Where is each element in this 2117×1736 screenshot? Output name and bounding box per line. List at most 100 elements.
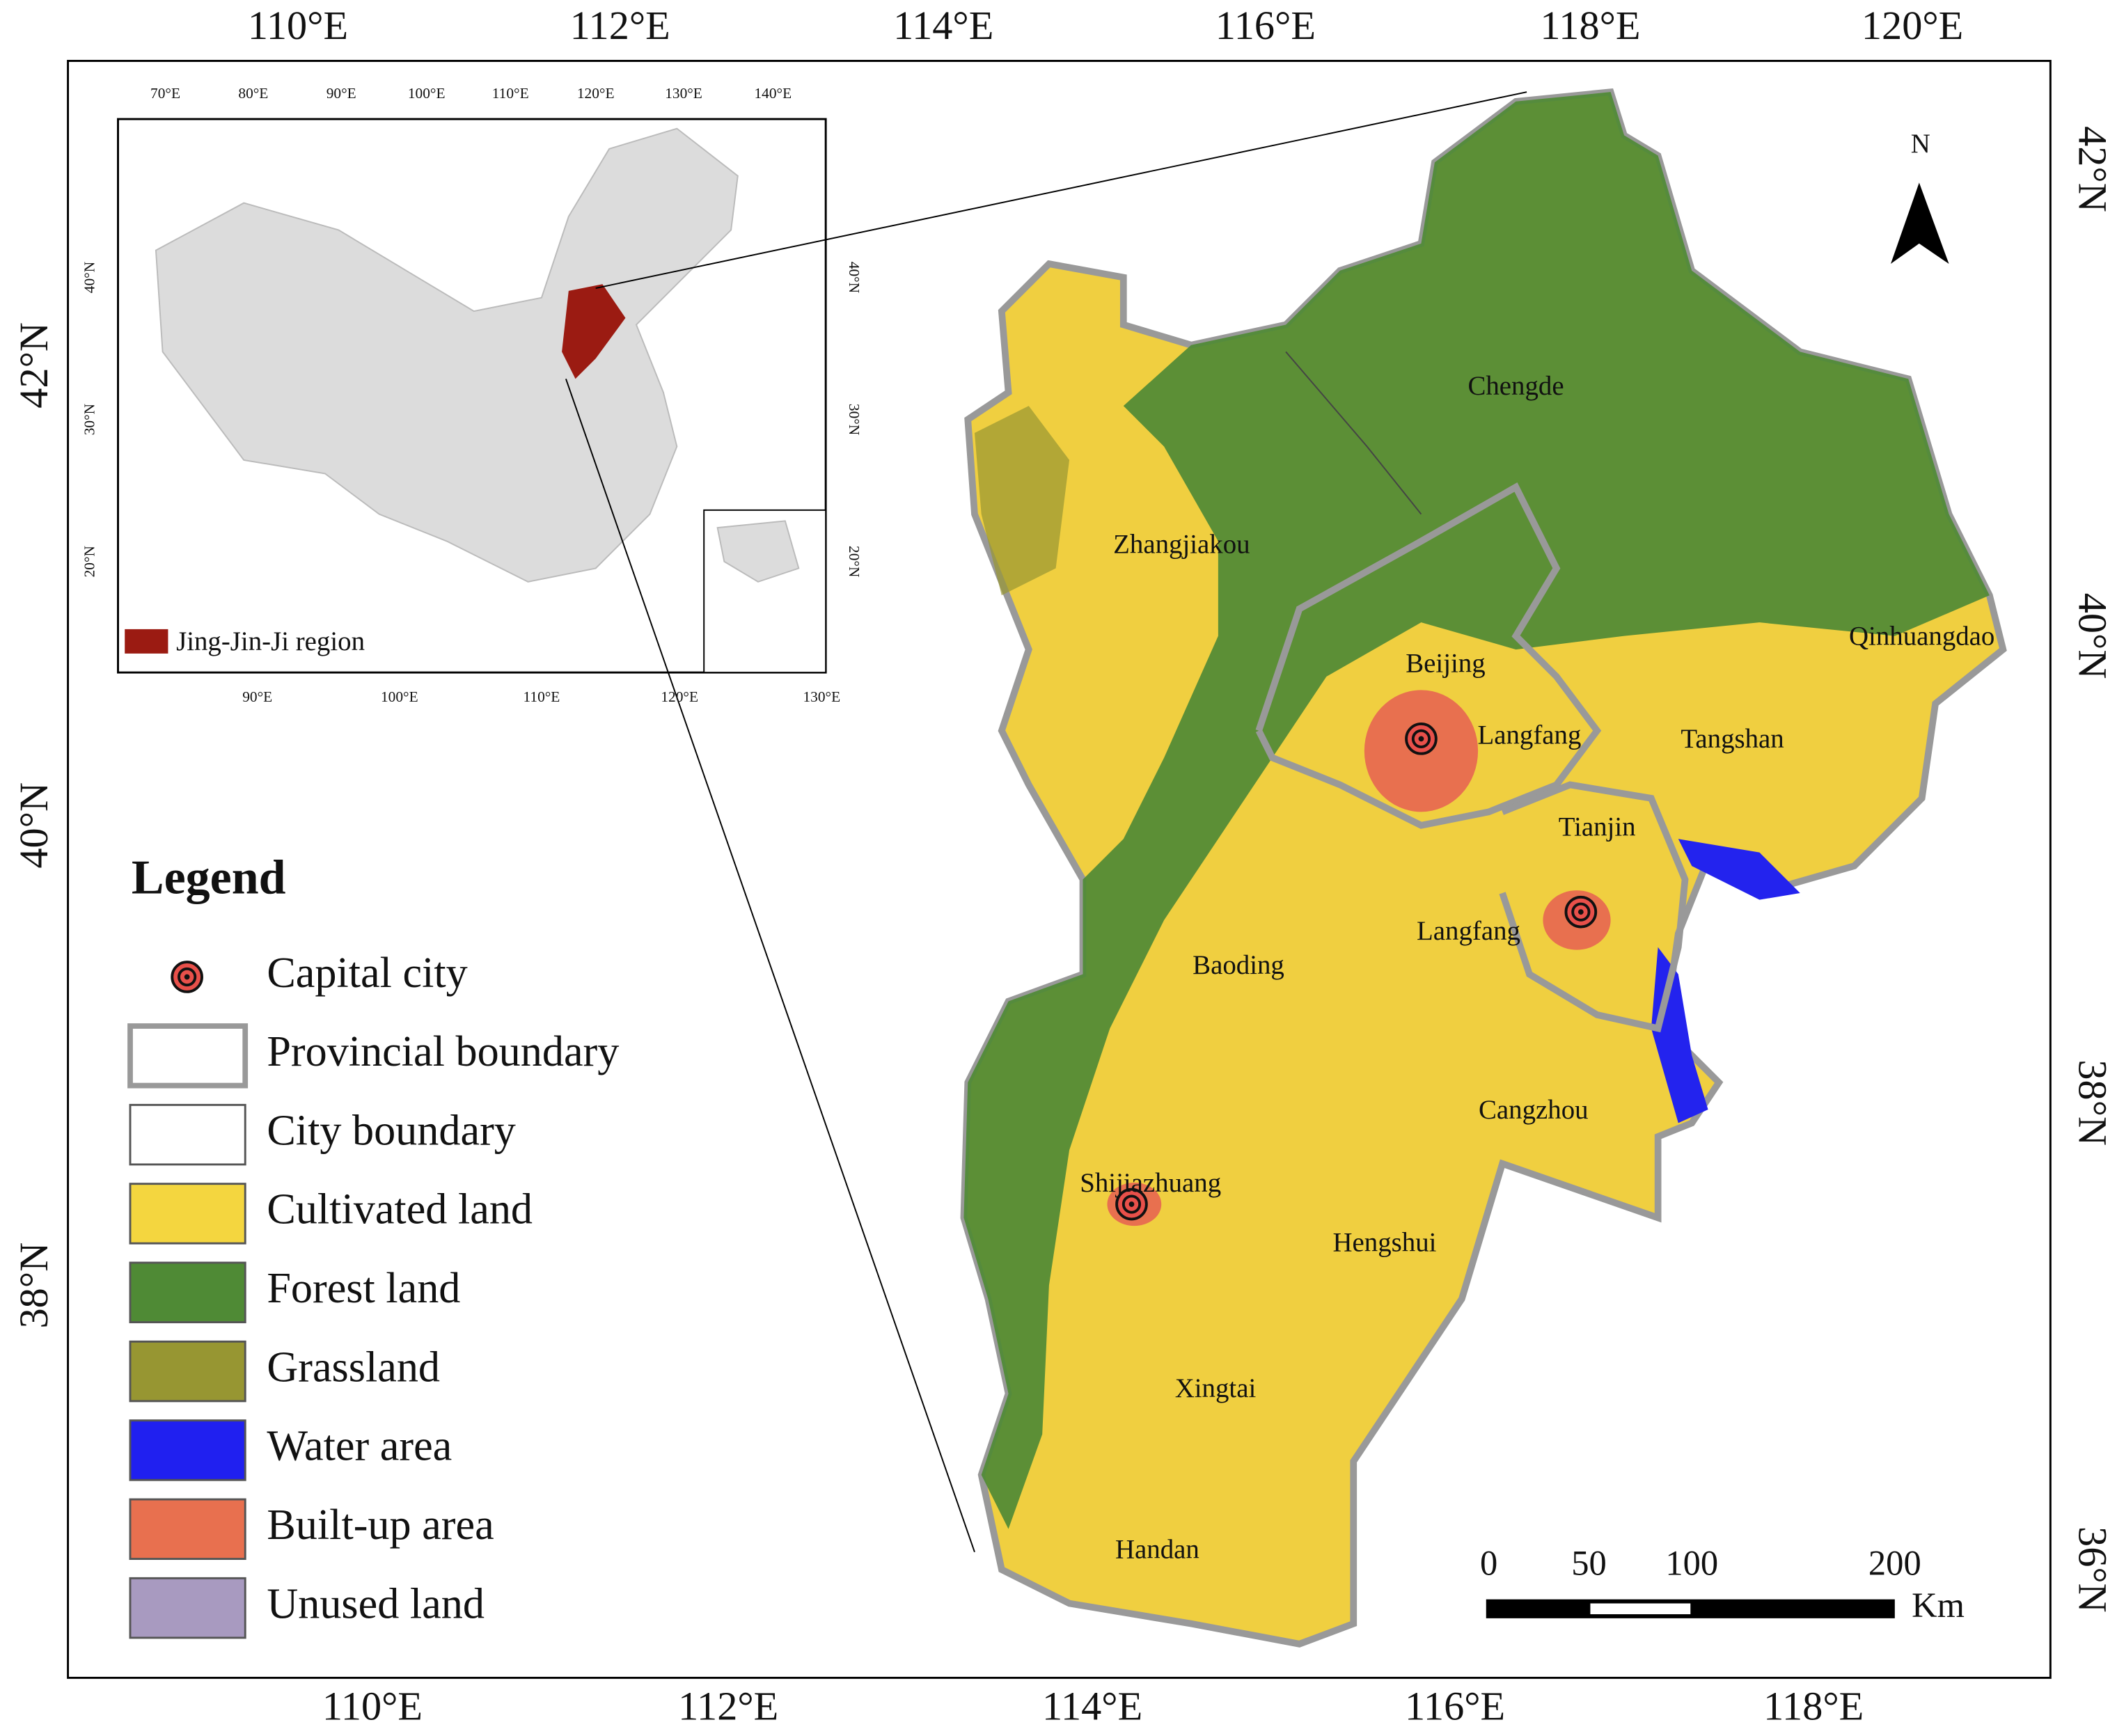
top-lon-label: 114°E: [893, 3, 993, 48]
inset-left-label: 30°N: [81, 404, 98, 435]
bottom-lon-label: 112°E: [678, 1683, 778, 1728]
inset-right-label: 40°N: [846, 262, 863, 293]
capital-markers: [1115, 723, 1598, 1221]
capital-marker-ring: [1411, 729, 1431, 748]
capital-marker-dot: [1128, 1201, 1135, 1207]
inset-top-label: 90°E: [326, 85, 356, 102]
inset-top-label: 140°E: [755, 85, 792, 102]
bottom-lon-label: 116°E: [1405, 1683, 1505, 1728]
inset-south-sea-land: [716, 520, 800, 583]
legend-label: Unused land: [267, 1580, 485, 1627]
left-lat-label: 42°N: [11, 322, 56, 409]
city-label: Tangshan: [1681, 724, 1784, 754]
tianjin-boundary: [1499, 781, 1689, 1033]
inset-bottom-label: 110°E: [523, 688, 560, 705]
bottom-lon-label: 114°E: [1042, 1683, 1142, 1728]
city-label: Shijiazhuang: [1080, 1168, 1221, 1198]
scale-tick-label: 0: [1480, 1544, 1497, 1583]
top-lon-label: 110°E: [248, 3, 348, 48]
city-label: Zhangjiakou: [1113, 529, 1250, 559]
inset-bottom-label: 130°E: [803, 688, 840, 705]
city-label: Xingtai: [1175, 1373, 1257, 1403]
legend-swatch: [129, 1419, 246, 1481]
city-label: Beijing: [1406, 648, 1485, 678]
city-label: Langfang: [1417, 916, 1520, 946]
legend-label: City boundary: [267, 1107, 516, 1154]
legend-title: Legend: [132, 851, 286, 904]
legend-swatch: [127, 1023, 249, 1089]
left-lat-label: 40°N: [11, 782, 56, 869]
city-boundaries: [1285, 351, 1422, 515]
scale-unit: Km: [1912, 1586, 1965, 1625]
zoom-line-top: [595, 91, 1527, 289]
legend-label: Water area: [267, 1423, 452, 1470]
right-lat-label: 40°N: [2070, 593, 2115, 679]
zoom-line-bottom: [565, 378, 975, 1552]
beijing-boundary: [1255, 482, 1602, 829]
legend-label: Provincial boundary: [267, 1028, 619, 1075]
left-lat-label: 38°N: [11, 1242, 56, 1329]
right-lat-label: 42°N: [2070, 126, 2115, 212]
city-label: Handan: [1115, 1535, 1199, 1565]
inset-top-label: 100°E: [408, 85, 446, 102]
right-lat-label: 36°N: [2070, 1526, 2115, 1613]
north-arrow: [1890, 182, 1949, 265]
bottom-lon-label: 110°E: [322, 1683, 423, 1728]
legend-swatch: [129, 1261, 246, 1324]
top-lon-label: 120°E: [1862, 3, 1963, 48]
capital-marker-dot: [184, 974, 190, 980]
capital-marker-ring: [1571, 902, 1591, 922]
scale-tick-label: 200: [1868, 1544, 1921, 1583]
legend-label: Cultivated land: [267, 1186, 533, 1233]
capital-marker-ring: [1122, 1194, 1142, 1214]
inset-top-label: 120°E: [577, 85, 615, 102]
city-label: Cangzhou: [1479, 1095, 1589, 1125]
legend-swatch: [129, 1498, 246, 1561]
inset-right-label: 20°N: [846, 546, 863, 577]
city-label: Tianjin: [1559, 812, 1636, 842]
capital-marker-ring: [178, 967, 197, 987]
legend-swatch: [129, 1340, 246, 1403]
right-lat-label: 38°N: [2070, 1059, 2115, 1146]
legend-label: Forest land: [267, 1265, 460, 1312]
legend-swatch: [129, 1103, 246, 1166]
inset-bottom-label: 100°E: [381, 688, 418, 705]
top-lon-label: 116°E: [1215, 3, 1316, 48]
city-label: Hengshui: [1332, 1227, 1436, 1257]
inset-legend-label: Jing-Jin-Ji region: [176, 626, 365, 656]
inset-right-label: 30°N: [846, 404, 863, 435]
legend-label: Grassland: [267, 1343, 440, 1391]
inset-top-label: 110°E: [492, 85, 529, 102]
inset-top-label: 130°E: [665, 85, 702, 102]
inset-china: [155, 127, 739, 583]
inset-left-label: 40°N: [81, 262, 98, 293]
water-bohai: [1678, 839, 1800, 900]
inset-top-label: 80°E: [238, 85, 268, 102]
top-lon-label: 112°E: [570, 3, 670, 48]
scale-tick-label: 50: [1571, 1544, 1607, 1583]
legend-swatch: [129, 1183, 246, 1245]
legend-swatch: [129, 1577, 246, 1639]
city-label: Baoding: [1193, 950, 1284, 980]
region-grassland: [974, 406, 1070, 596]
inset-top-label: 70°E: [150, 85, 180, 102]
legend-label: Capital city: [267, 949, 467, 997]
inset-bottom-label: 120°E: [661, 688, 698, 705]
legend-swatches: [127, 961, 249, 1639]
scale-bar-segment: [1590, 1603, 1691, 1615]
region-forest: [963, 92, 1990, 1529]
inset-bottom-label: 90°E: [242, 688, 272, 705]
inset-legend-swatch: [125, 629, 168, 654]
capital-marker-dot: [1577, 909, 1584, 915]
city-label: Qinhuangdao: [1849, 621, 1994, 651]
inset-jjj-region: [562, 284, 626, 379]
north-label: N: [1911, 129, 1930, 159]
city-label: Langfang: [1478, 720, 1582, 750]
bottom-lon-label: 118°E: [1763, 1683, 1864, 1728]
top-lon-label: 118°E: [1540, 3, 1640, 48]
map-frame: [67, 60, 2052, 1679]
city-label: Chengde: [1467, 371, 1564, 401]
inset-left-label: 20°N: [81, 546, 98, 577]
